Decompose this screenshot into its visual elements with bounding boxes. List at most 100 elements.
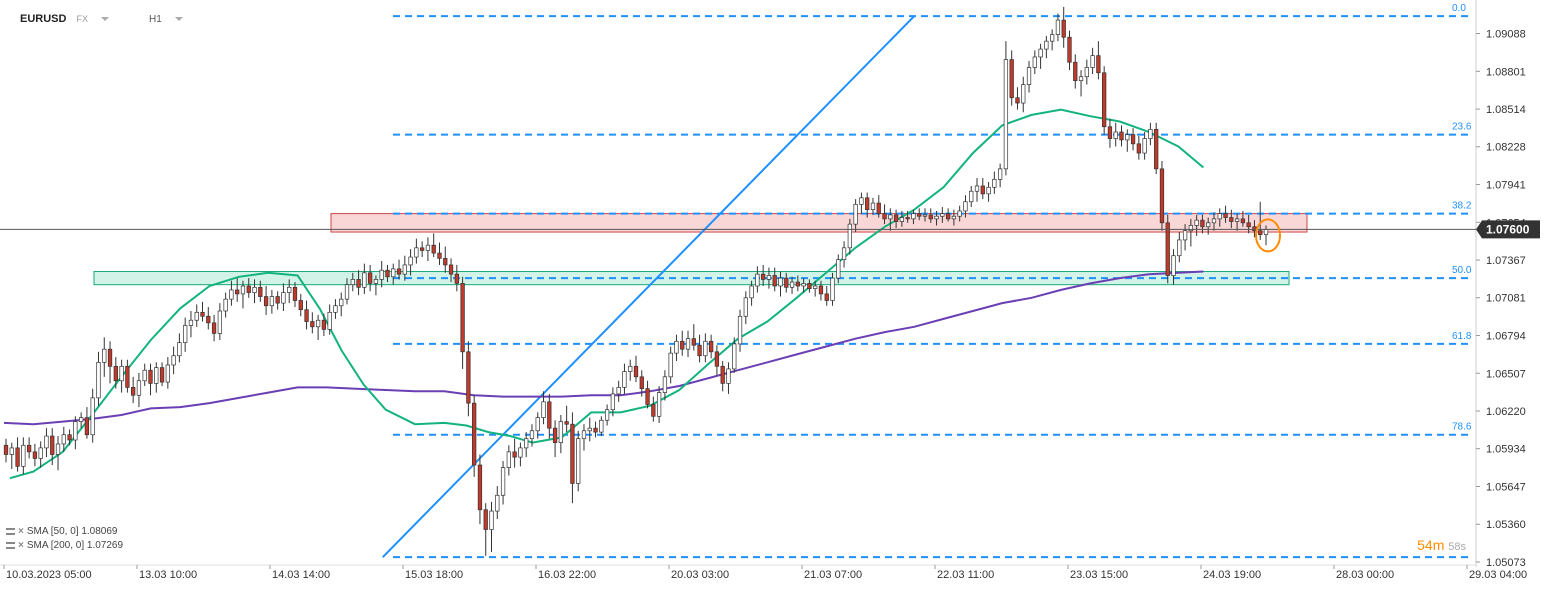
candle[interactable] — [339, 298, 344, 307]
candle[interactable] — [102, 348, 107, 363]
candle[interactable] — [107, 348, 113, 367]
candle[interactable] — [1113, 131, 1118, 139]
candle[interactable] — [1107, 126, 1113, 139]
candle[interactable] — [552, 427, 558, 443]
candle[interactable] — [743, 297, 748, 317]
candle[interactable] — [246, 285, 251, 293]
candle[interactable] — [281, 292, 286, 304]
candle[interactable] — [1148, 129, 1153, 139]
candle[interactable] — [472, 402, 477, 466]
candle[interactable] — [1102, 72, 1107, 128]
candle[interactable] — [1171, 255, 1176, 276]
candle[interactable] — [466, 351, 471, 404]
sma200-line[interactable] — [3, 270, 1204, 426]
candle[interactable] — [1211, 218, 1217, 224]
candle[interactable] — [500, 467, 506, 496]
candle[interactable] — [581, 430, 587, 440]
candle[interactable] — [1263, 229, 1269, 236]
candle[interactable] — [362, 272, 367, 288]
candle[interactable] — [1234, 218, 1240, 222]
candle[interactable] — [905, 217, 910, 220]
candle[interactable] — [32, 451, 38, 459]
candle[interactable] — [50, 435, 55, 455]
candle[interactable] — [287, 286, 292, 293]
candle[interactable] — [622, 371, 627, 388]
candle[interactable] — [171, 355, 176, 366]
candle[interactable] — [703, 340, 708, 357]
candle[interactable] — [795, 281, 800, 287]
candle[interactable] — [680, 340, 685, 350]
chevron-down-icon[interactable] — [174, 17, 183, 21]
candle[interactable] — [824, 293, 829, 301]
legend-sma50[interactable]: × SMA [50, 0] 1.08069 — [6, 526, 117, 537]
candle[interactable] — [55, 443, 61, 455]
candle[interactable] — [512, 451, 517, 458]
list-icon[interactable] — [6, 542, 15, 549]
candle[interactable] — [1015, 97, 1020, 104]
candle[interactable] — [697, 344, 702, 357]
candle[interactable] — [9, 447, 14, 455]
candle[interactable] — [772, 275, 777, 287]
candle[interactable] — [44, 435, 49, 449]
candle[interactable] — [1090, 55, 1095, 68]
candle[interactable] — [344, 284, 350, 300]
candle[interactable] — [1096, 55, 1101, 74]
candle[interactable] — [292, 286, 298, 301]
candle[interactable] — [1177, 239, 1182, 257]
candle[interactable] — [1142, 138, 1147, 154]
candle[interactable] — [356, 279, 361, 288]
candle[interactable] — [96, 361, 101, 399]
candle[interactable] — [443, 258, 448, 266]
candle[interactable] — [483, 509, 488, 530]
candle[interactable] — [957, 210, 962, 217]
candle[interactable] — [859, 197, 864, 205]
candle[interactable] — [1194, 219, 1199, 226]
candle[interactable] — [437, 252, 442, 259]
candle[interactable] — [235, 289, 240, 295]
candle[interactable] — [321, 319, 327, 330]
chevron-down-icon[interactable] — [100, 17, 109, 21]
close-icon[interactable]: × — [18, 540, 24, 551]
candle[interactable] — [547, 401, 552, 429]
candle[interactable] — [1154, 129, 1159, 170]
candle[interactable] — [304, 309, 309, 322]
candle[interactable] — [1032, 56, 1037, 68]
candle[interactable] — [668, 352, 673, 378]
candle[interactable] — [1165, 222, 1170, 276]
candle[interactable] — [841, 247, 847, 261]
candle[interactable] — [1182, 230, 1188, 241]
candle[interactable] — [587, 427, 592, 432]
candle[interactable] — [714, 351, 720, 367]
candle[interactable] — [1119, 131, 1124, 141]
candle[interactable] — [229, 289, 234, 300]
list-icon[interactable] — [6, 528, 15, 535]
candle[interactable] — [818, 285, 824, 295]
candle[interactable] — [645, 388, 650, 405]
candle[interactable] — [298, 300, 303, 311]
candle[interactable] — [1229, 217, 1234, 222]
candle[interactable] — [940, 213, 945, 217]
candle[interactable] — [240, 285, 246, 295]
candle[interactable] — [541, 401, 546, 418]
candle[interactable] — [275, 296, 280, 304]
candle[interactable] — [379, 269, 384, 280]
candle[interactable] — [1084, 67, 1089, 78]
candle[interactable] — [749, 285, 754, 299]
candle[interactable] — [593, 427, 598, 433]
sma50-line[interactable] — [9, 108, 1205, 480]
candle[interactable] — [78, 417, 84, 422]
trendline[interactable] — [382, 15, 915, 558]
candle[interactable] — [142, 369, 147, 382]
close-icon[interactable]: × — [18, 526, 24, 537]
candle[interactable] — [425, 244, 431, 251]
candle[interactable] — [165, 364, 170, 383]
candle[interactable] — [448, 264, 454, 275]
candle[interactable] — [870, 202, 876, 211]
candle[interactable] — [558, 421, 564, 443]
candle[interactable] — [385, 269, 390, 278]
candle[interactable] — [1009, 59, 1014, 99]
candle[interactable] — [1258, 230, 1263, 236]
candle[interactable] — [807, 283, 812, 289]
candle[interactable] — [67, 434, 72, 441]
